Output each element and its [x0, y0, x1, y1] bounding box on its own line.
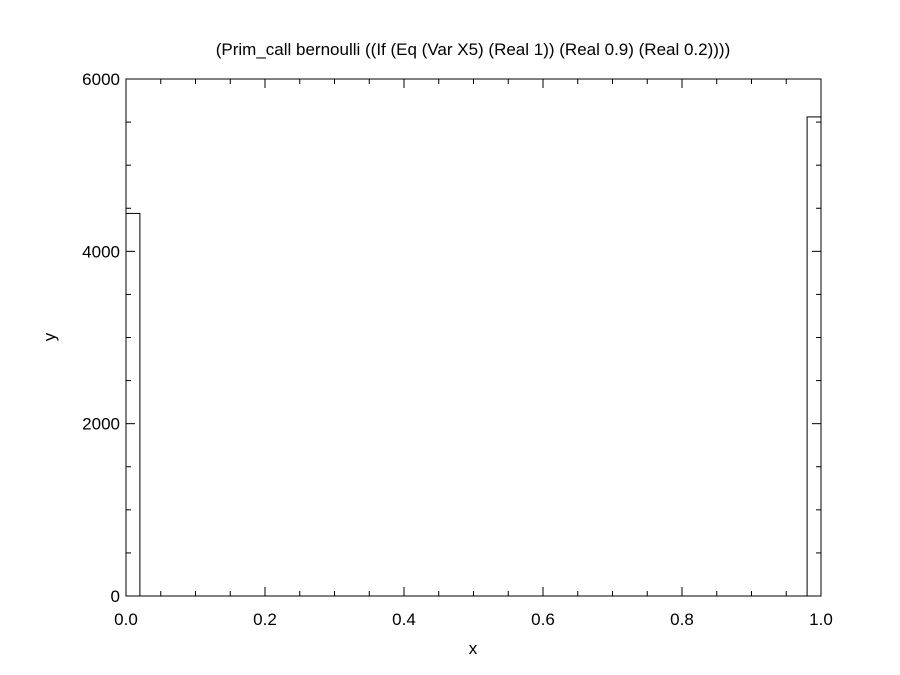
x-tick-label: 1.0	[809, 610, 833, 629]
y-tick-label: 0	[111, 587, 120, 606]
x-tick-label: 0.4	[392, 610, 416, 629]
y-tick-label: 6000	[82, 70, 120, 89]
y-axis-label: y	[40, 332, 59, 341]
x-axis-label: x	[469, 639, 478, 658]
x-tick-label: 0.6	[531, 610, 555, 629]
histogram-bar-1	[806, 116, 822, 597]
x-tick-label: 0.0	[114, 610, 138, 629]
x-tick-label: 0.2	[253, 610, 277, 629]
plot-frame	[125, 78, 822, 597]
histogram-bar-0	[125, 212, 141, 597]
ticks-layer: 0.0 0.2 0.4 0.6 0.8 1.0 0 2000 4000 6000	[82, 70, 833, 629]
chart-title: (Prim_call bernoulli ((If (Eq (Var X5) (…	[216, 40, 731, 59]
x-tick-label: 0.8	[670, 610, 694, 629]
y-tick-label: 2000	[82, 415, 120, 434]
y-tick-label: 4000	[82, 242, 120, 261]
bars-layer	[125, 116, 822, 597]
